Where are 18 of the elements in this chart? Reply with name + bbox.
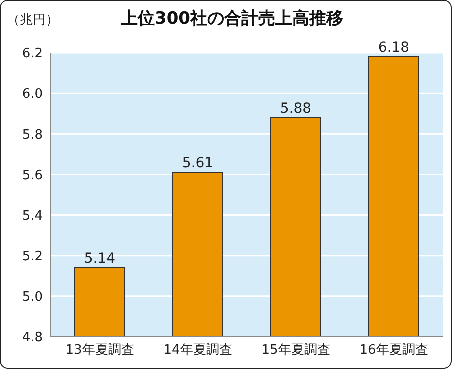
x-tick-label: 15年夏調査 <box>262 343 330 358</box>
data-label: 6.18 <box>378 40 410 56</box>
x-tick-label: 13年夏調査 <box>66 343 134 358</box>
y-tick-label: 5.8 <box>22 128 43 143</box>
y-axis-title: （兆円） <box>7 12 59 29</box>
y-tick-label: 5.6 <box>22 168 43 184</box>
x-tick-label: 14年夏調査 <box>164 343 232 358</box>
y-tick-label: 5.4 <box>22 208 43 224</box>
chart-title: 上位300社の合計売上高推移 <box>121 8 344 30</box>
y-tick-label: 5.2 <box>22 249 43 264</box>
data-label: 5.14 <box>84 251 116 268</box>
data-label: 5.88 <box>280 100 312 117</box>
x-tick-label: 16年夏調査 <box>360 343 428 358</box>
y-tick-label: 6.2 <box>22 46 43 62</box>
y-tick-label: 5.0 <box>22 290 43 306</box>
y-tick-label: 6.0 <box>22 87 43 102</box>
data-label: 5.61 <box>182 156 214 172</box>
y-tick-label: 4.8 <box>22 330 43 346</box>
